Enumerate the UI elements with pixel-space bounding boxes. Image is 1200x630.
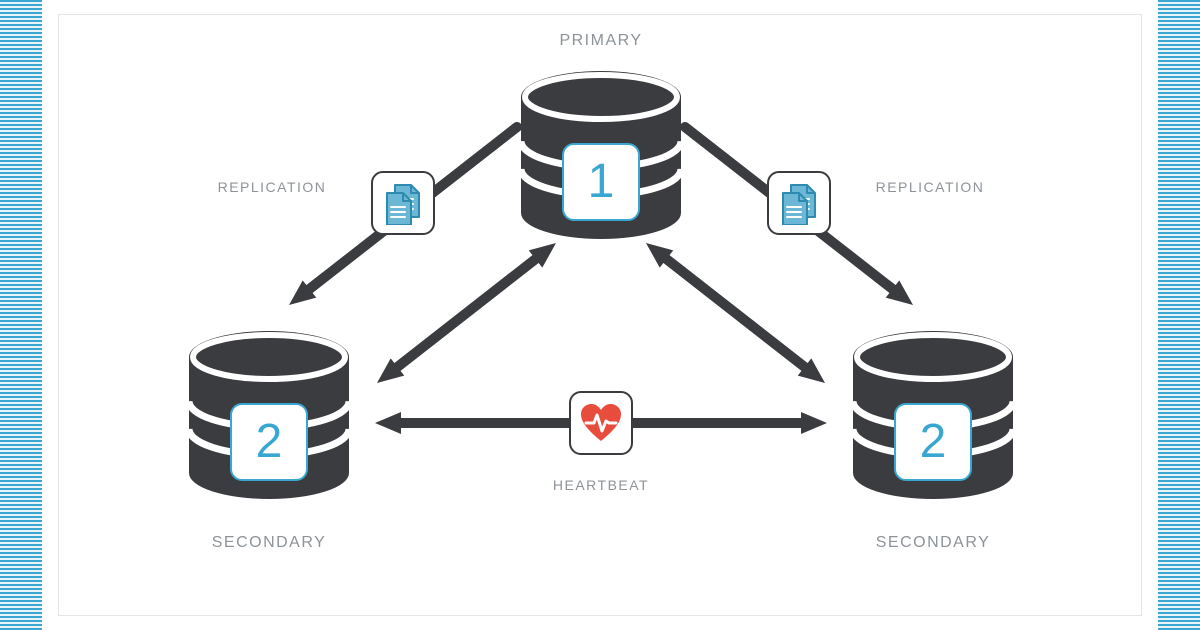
edge-label-repl_l: REPLICATION <box>218 179 327 195</box>
role-label-secondary_l: SECONDARY <box>212 534 327 552</box>
db-badge-number: 2 <box>920 418 947 466</box>
db-badge-primary: 1 <box>562 143 640 221</box>
heartbeat-icon <box>569 391 633 455</box>
db-secondary_l: 2 <box>189 331 349 499</box>
role-label-secondary_r: SECONDARY <box>876 534 991 552</box>
db-badge-secondary_l: 2 <box>230 403 308 481</box>
side-stripe-left <box>0 0 42 630</box>
db-secondary_r: 2 <box>853 331 1013 499</box>
edge-hb_pl <box>377 243 556 383</box>
edge-label-hb_lr: HEARTBEAT <box>553 477 649 493</box>
db-primary: 1 <box>521 71 681 239</box>
db-badge-number: 1 <box>588 158 615 206</box>
diagram-canvas: 1 PRIMARY 2 SECONDARY 2 SECONDARY REPLICATION R… <box>59 15 1141 615</box>
replication-docs-icon <box>767 171 831 235</box>
db-badge-number: 2 <box>256 418 283 466</box>
diagram-panel: 1 PRIMARY 2 SECONDARY 2 SECONDARY REPLICATION R… <box>58 14 1142 616</box>
side-stripe-right <box>1158 0 1200 630</box>
db-badge-secondary_r: 2 <box>894 403 972 481</box>
edge-hb_pr <box>646 243 825 383</box>
replication-docs-icon <box>371 171 435 235</box>
edge-label-repl_r: REPLICATION <box>876 179 985 195</box>
role-label-primary: PRIMARY <box>559 32 642 50</box>
